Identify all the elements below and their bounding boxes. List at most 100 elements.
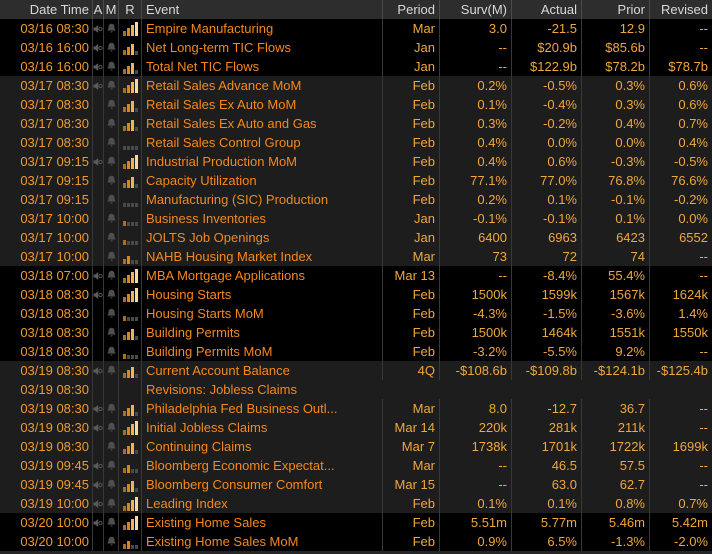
header-survey[interactable]: Surv(M)	[439, 0, 511, 19]
alert-cell[interactable]	[92, 361, 103, 380]
bell-icon[interactable]	[106, 232, 117, 243]
event-cell[interactable]: Leading Index	[141, 494, 382, 513]
monitor-cell[interactable]	[103, 399, 118, 418]
alert-cell[interactable]	[92, 532, 103, 551]
event-cell[interactable]: Housing Starts	[141, 285, 382, 304]
bell-icon[interactable]	[106, 498, 117, 509]
bell-icon[interactable]	[106, 213, 117, 224]
table-row[interactable]: 03/16 16:00 Net Long-term TIC Flows	[0, 38, 712, 57]
monitor-cell[interactable]	[103, 285, 118, 304]
bell-icon[interactable]	[106, 175, 117, 186]
event-cell[interactable]: Building Permits MoM	[141, 342, 382, 361]
bell-icon[interactable]	[106, 479, 117, 490]
alert-cell[interactable]	[92, 513, 103, 532]
bell-icon[interactable]	[106, 156, 117, 167]
event-cell[interactable]: Philadelphia Fed Business Outl...	[141, 399, 382, 418]
alert-cell[interactable]	[92, 475, 103, 494]
bell-icon[interactable]	[106, 61, 117, 72]
bell-icon[interactable]	[106, 23, 117, 34]
monitor-cell[interactable]	[103, 513, 118, 532]
event-cell[interactable]: Net Long-term TIC Flows	[141, 38, 382, 57]
bell-icon[interactable]	[106, 441, 117, 452]
alert-cell[interactable]	[92, 171, 103, 190]
event-cell[interactable]: Retail Sales Ex Auto MoM	[141, 95, 382, 114]
monitor-cell[interactable]	[103, 304, 118, 323]
speaker-icon[interactable]	[93, 290, 103, 300]
table-row[interactable]: 03/19 08:30 Philadelphia Fed Busine	[0, 399, 712, 418]
bell-icon[interactable]	[106, 422, 117, 433]
speaker-icon[interactable]	[93, 423, 103, 433]
table-row[interactable]: 03/17 10:00 NAHB Housing Market Ind	[0, 247, 712, 266]
monitor-cell[interactable]	[103, 95, 118, 114]
table-row[interactable]: 03/17 08:30 Retail Sales Control Gr	[0, 133, 712, 152]
bell-icon[interactable]	[106, 42, 117, 53]
event-cell[interactable]: Retail Sales Advance MoM	[141, 76, 382, 95]
alert-cell[interactable]	[92, 304, 103, 323]
header-period[interactable]: Period	[382, 0, 439, 19]
alert-cell[interactable]	[92, 209, 103, 228]
table-row[interactable]: 03/19 09:45 Bloomberg Economic Expe	[0, 456, 712, 475]
monitor-cell[interactable]	[103, 38, 118, 57]
alert-cell[interactable]	[92, 399, 103, 418]
alert-cell[interactable]	[92, 76, 103, 95]
speaker-icon[interactable]	[93, 480, 103, 490]
header-alert[interactable]: A	[92, 0, 103, 19]
speaker-icon[interactable]	[93, 157, 103, 167]
event-cell[interactable]: Retail Sales Ex Auto and Gas	[141, 114, 382, 133]
table-row[interactable]: 03/18 08:30 Building Permits MoM	[0, 342, 712, 361]
alert-cell[interactable]	[92, 285, 103, 304]
bell-icon[interactable]	[106, 289, 117, 300]
monitor-cell[interactable]	[103, 76, 118, 95]
monitor-cell[interactable]	[103, 190, 118, 209]
alert-cell[interactable]	[92, 456, 103, 475]
alert-cell[interactable]	[92, 437, 103, 456]
event-cell[interactable]: Continuing Claims	[141, 437, 382, 456]
alert-cell[interactable]	[92, 114, 103, 133]
event-cell[interactable]: NAHB Housing Market Index	[141, 247, 382, 266]
speaker-icon[interactable]	[93, 43, 103, 53]
alert-cell[interactable]	[92, 57, 103, 76]
event-cell[interactable]: Industrial Production MoM	[141, 152, 382, 171]
table-row[interactable]: 03/16 08:30 Empire Manufacturing	[0, 19, 712, 38]
speaker-icon[interactable]	[93, 366, 103, 376]
monitor-cell[interactable]	[103, 323, 118, 342]
header-relevance[interactable]: R	[118, 0, 141, 19]
monitor-cell[interactable]	[103, 342, 118, 361]
event-cell[interactable]: Retail Sales Control Group	[141, 133, 382, 152]
header-actual[interactable]: Actual	[511, 0, 581, 19]
event-cell[interactable]: Total Net TIC Flows	[141, 57, 382, 76]
event-cell[interactable]: Existing Home Sales MoM	[141, 532, 382, 551]
monitor-cell[interactable]	[103, 19, 118, 38]
monitor-cell[interactable]	[103, 171, 118, 190]
bell-icon[interactable]	[106, 80, 117, 91]
event-cell[interactable]: Initial Jobless Claims	[141, 418, 382, 437]
event-cell[interactable]: MBA Mortgage Applications	[141, 266, 382, 285]
header-revised[interactable]: Revised	[649, 0, 712, 19]
event-cell[interactable]: JOLTS Job Openings	[141, 228, 382, 247]
event-cell[interactable]: Current Account Balance	[141, 361, 382, 380]
table-row[interactable]: 03/19 08:30 Current Account Balance	[0, 361, 712, 380]
alert-cell[interactable]	[92, 266, 103, 285]
table-row[interactable]: 03/18 07:00 MBA Mortgage Applicatio	[0, 266, 712, 285]
header-event[interactable]: Event	[141, 0, 382, 19]
event-cell[interactable]: Existing Home Sales	[141, 513, 382, 532]
table-row[interactable]: 03/20 10:00 Existing Home Sales MoM	[0, 532, 712, 551]
table-row[interactable]: 03/17 09:15 Capacity Utilization	[0, 171, 712, 190]
table-row[interactable]: 03/18 08:30 Building Permits Fe	[0, 323, 712, 342]
table-row[interactable]: 03/18 08:30 Housing Starts Feb	[0, 285, 712, 304]
alert-cell[interactable]	[92, 380, 103, 399]
bell-icon[interactable]	[106, 365, 117, 376]
speaker-icon[interactable]	[93, 404, 103, 414]
table-row[interactable]: 03/17 10:00 Business Inventories	[0, 209, 712, 228]
speaker-icon[interactable]	[93, 62, 103, 72]
bell-icon[interactable]	[106, 137, 117, 148]
table-row[interactable]: 03/18 08:30 Housing Starts MoM	[0, 304, 712, 323]
monitor-cell[interactable]	[103, 380, 118, 399]
speaker-icon[interactable]	[93, 24, 103, 34]
table-row[interactable]: 03/17 09:15 Manufacturing (SIC) Pro	[0, 190, 712, 209]
alert-cell[interactable]	[92, 342, 103, 361]
alert-cell[interactable]	[92, 247, 103, 266]
table-row[interactable]: 03/19 10:00 Leading Index Feb	[0, 494, 712, 513]
bell-icon[interactable]	[106, 99, 117, 110]
alert-cell[interactable]	[92, 228, 103, 247]
